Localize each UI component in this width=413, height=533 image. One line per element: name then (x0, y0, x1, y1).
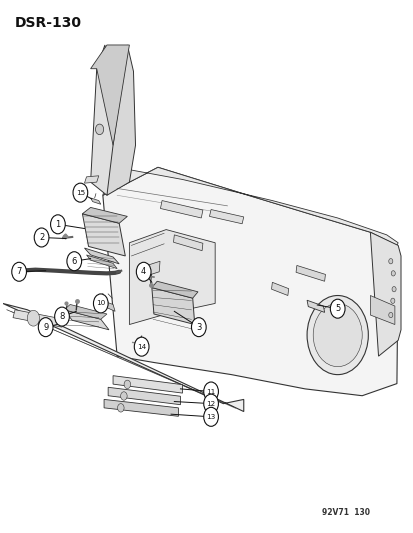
Polygon shape (129, 230, 215, 325)
Polygon shape (90, 45, 115, 195)
Polygon shape (64, 304, 107, 319)
Polygon shape (104, 399, 178, 416)
Circle shape (391, 287, 395, 292)
Polygon shape (102, 301, 115, 311)
Polygon shape (113, 376, 182, 393)
Text: 2: 2 (39, 233, 44, 242)
Circle shape (67, 252, 81, 271)
Polygon shape (370, 295, 394, 325)
Circle shape (388, 312, 392, 318)
Polygon shape (3, 303, 243, 411)
Polygon shape (82, 207, 127, 223)
Circle shape (38, 318, 53, 337)
Polygon shape (152, 288, 194, 325)
Text: 3: 3 (196, 322, 201, 332)
Circle shape (95, 124, 103, 135)
Text: 15: 15 (76, 190, 85, 196)
Polygon shape (306, 300, 324, 312)
Circle shape (27, 310, 40, 326)
Circle shape (117, 403, 124, 412)
Polygon shape (86, 255, 117, 269)
Polygon shape (90, 45, 129, 145)
Circle shape (203, 382, 218, 401)
Text: 8: 8 (59, 312, 64, 321)
Circle shape (12, 262, 26, 281)
Circle shape (191, 318, 206, 337)
Circle shape (50, 215, 65, 234)
Circle shape (136, 262, 151, 281)
Text: 5: 5 (334, 304, 339, 313)
Circle shape (203, 394, 218, 413)
Polygon shape (64, 310, 109, 330)
Polygon shape (84, 176, 99, 183)
Polygon shape (90, 198, 100, 204)
Polygon shape (152, 281, 197, 298)
Polygon shape (84, 248, 119, 264)
Polygon shape (295, 265, 325, 281)
Circle shape (330, 299, 344, 318)
Circle shape (306, 295, 368, 375)
Circle shape (93, 294, 108, 313)
Circle shape (390, 271, 394, 276)
Circle shape (388, 259, 392, 264)
Polygon shape (13, 310, 64, 327)
Polygon shape (370, 232, 400, 356)
Polygon shape (82, 214, 125, 256)
Circle shape (73, 183, 88, 202)
Polygon shape (102, 167, 397, 395)
Circle shape (203, 407, 218, 426)
Polygon shape (271, 282, 288, 295)
Polygon shape (142, 261, 160, 277)
Text: 11: 11 (206, 389, 215, 394)
Circle shape (390, 298, 394, 303)
Circle shape (34, 228, 49, 247)
Text: 10: 10 (96, 301, 105, 306)
Text: 14: 14 (137, 344, 146, 350)
Circle shape (120, 392, 127, 400)
Circle shape (134, 337, 149, 356)
Text: 6: 6 (71, 257, 77, 266)
Polygon shape (108, 387, 180, 405)
Circle shape (313, 303, 361, 367)
Circle shape (55, 307, 69, 326)
Polygon shape (107, 45, 135, 195)
Text: 4: 4 (141, 267, 146, 276)
Polygon shape (102, 167, 397, 245)
Text: 7: 7 (17, 267, 22, 276)
Text: 13: 13 (206, 414, 215, 420)
Text: 9: 9 (43, 322, 48, 332)
Polygon shape (173, 235, 202, 251)
Text: 1: 1 (55, 220, 60, 229)
Text: 92V71  130: 92V71 130 (321, 508, 369, 517)
Text: DSR-130: DSR-130 (15, 16, 82, 30)
Polygon shape (209, 209, 243, 224)
Circle shape (124, 380, 131, 389)
Text: 12: 12 (206, 401, 215, 407)
Polygon shape (160, 200, 202, 218)
